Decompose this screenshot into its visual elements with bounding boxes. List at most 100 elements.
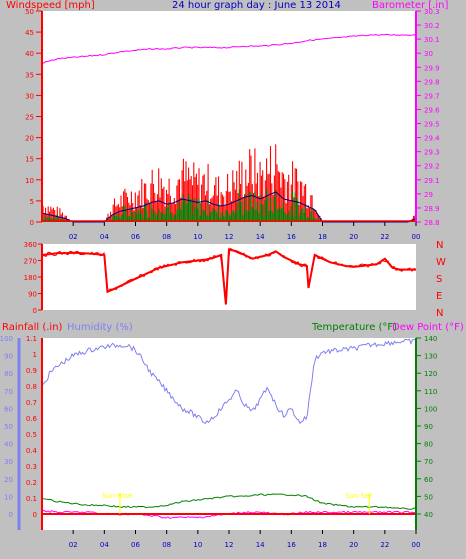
- baro-y-tick-label: 29.3: [424, 149, 440, 157]
- climate-axes: 010203040506070809010000.10.20.30.40.50.…: [0, 335, 437, 549]
- climate-series: [41, 338, 417, 520]
- wind-x-tick-label: 02: [69, 233, 78, 241]
- rain-y-tick-label: 0.3: [26, 463, 37, 471]
- humidity-y-tick-label: 40: [4, 441, 13, 449]
- humidity-y-tick-label: 0: [9, 511, 13, 519]
- temp-y-tick-label: 100: [424, 405, 437, 413]
- wind-x-tick-label: 20: [349, 233, 358, 241]
- wind-axes: 0 5 10 15 20 25 30 35 40 45 50 28.8 28.9 29 29.1 29.2 29…: [25, 8, 440, 241]
- compass-label: S: [436, 274, 442, 285]
- temp-y-tick-label: 140: [424, 335, 437, 343]
- baro-y-tick-label: 30.2: [424, 22, 440, 30]
- baro-y-tick-label: 30.3: [424, 8, 440, 16]
- climate-x-tick-label: 22: [380, 541, 389, 549]
- wind-plot-area: [42, 11, 416, 222]
- baro-y-tick-label: 29: [424, 191, 433, 199]
- humidity-y-tick-label: 20: [4, 476, 13, 484]
- humidity-y-tick-label: 50: [4, 423, 13, 431]
- rain-y-tick-label: 1.1: [26, 335, 37, 343]
- wind-y-tick-label: 5: [30, 198, 34, 206]
- climate-x-tick-label: 18: [318, 541, 327, 549]
- climate-x-tick-label: 02: [69, 541, 78, 549]
- compass-label: W: [436, 257, 446, 268]
- baro-y-tick-label: 29.7: [424, 92, 440, 100]
- wind-x-tick-label: 04: [100, 233, 109, 241]
- humidity-y-tick-label: 30: [4, 458, 13, 466]
- wind-x-tick-label: 14: [256, 233, 265, 241]
- wind-y-tick-label: 45: [25, 29, 34, 37]
- wind-direction-noise: [41, 247, 417, 302]
- baro-y-tick-label: 29.1: [424, 177, 440, 185]
- baro-y-tick-label: 28.8: [424, 219, 440, 227]
- temp-y-tick-label: 40: [424, 511, 433, 519]
- wind-x-tick-label: 12: [225, 233, 234, 241]
- rain-y-tick-label: 0.8: [26, 383, 37, 391]
- wind-y-tick-label: 20: [25, 135, 34, 143]
- humidity-y-tick-label: 100: [0, 335, 13, 343]
- temp-y-tick-label: 70: [424, 458, 433, 466]
- sunset-label: Sun Set: [345, 492, 372, 500]
- climate-x-tick-label: 06: [131, 541, 140, 549]
- barometer-axis-label: Barometer [.in]: [372, 0, 448, 11]
- wind-x-tick-label: 22: [380, 233, 389, 241]
- rain-y-tick-label: 0: [33, 511, 37, 519]
- climate-x-tick-label: 14: [256, 541, 265, 549]
- humidity-line: [41, 338, 416, 425]
- rain-y-tick-label: 1: [33, 351, 37, 359]
- direction-y-tick-label: 180: [24, 274, 37, 282]
- wind-y-tick-label: 40: [25, 50, 34, 58]
- compass-label: N: [436, 240, 443, 251]
- dewpoint-axis-label: Dew Point (°F): [392, 322, 464, 333]
- rain-y-tick-label: 0.1: [26, 495, 37, 503]
- wind-y-tick-label: 35: [25, 71, 34, 79]
- baro-y-tick-label: 29.5: [424, 121, 440, 129]
- baro-y-tick-label: 29.9: [424, 64, 440, 72]
- humidity-y-tick-label: 60: [4, 405, 13, 413]
- climate-x-tick-label: 04: [100, 541, 109, 549]
- direction-y-tick-label: 90: [28, 291, 37, 299]
- temp-y-tick-label: 60: [424, 476, 433, 484]
- humidity-y-tick-label: 80: [4, 370, 13, 378]
- wind-x-tick-label: 00: [412, 233, 421, 241]
- humidity-y-tick-label: 90: [4, 353, 13, 361]
- climate-x-tick-label: 00: [412, 541, 421, 549]
- temperature-line: [41, 493, 417, 510]
- wind-y-tick-label: 30: [25, 92, 34, 100]
- climate-plot-area: [42, 338, 416, 530]
- wind-y-tick-label: 10: [25, 177, 34, 185]
- sunrise-label: Sun Rise: [102, 492, 132, 500]
- compass-label: N: [436, 308, 443, 319]
- climate-x-tick-label: 10: [193, 541, 202, 549]
- temp-y-tick-label: 80: [424, 441, 433, 449]
- direction-y-tick-label: 270: [24, 258, 37, 266]
- baro-y-tick-label: 29.4: [424, 135, 440, 143]
- climate-x-tick-label: 20: [349, 541, 358, 549]
- wind-x-tick-label: 16: [287, 233, 296, 241]
- rain-y-tick-label: 0.6: [26, 415, 38, 423]
- direction-y-tick-label: 360: [24, 241, 37, 249]
- wind-y-tick-label: 15: [25, 156, 34, 164]
- rain-y-tick-label: 0.5: [26, 431, 37, 439]
- baro-y-tick-label: 29.6: [424, 106, 440, 114]
- chart-title: 24 hour graph day : June 13 2014: [172, 0, 341, 11]
- temp-y-tick-label: 130: [424, 353, 437, 361]
- humidity-y-tick-label: 70: [4, 388, 13, 396]
- barometer-line: [41, 33, 417, 64]
- rain-y-tick-label: 0.2: [26, 479, 37, 487]
- wind-x-tick-label: 18: [318, 233, 327, 241]
- climate-x-tick-label: 08: [162, 541, 171, 549]
- direction-y-tick-label: 0: [33, 307, 37, 315]
- climate-x-tick-label: 16: [287, 541, 296, 549]
- baro-y-tick-label: 29.8: [424, 78, 440, 86]
- baro-y-tick-label: 28.9: [424, 205, 440, 213]
- temp-y-tick-label: 90: [424, 423, 433, 431]
- wind-y-tick-label: 50: [25, 8, 34, 16]
- rain-y-tick-label: 0.7: [26, 399, 37, 407]
- humidity-y-tick-label: 10: [4, 493, 13, 501]
- wind-x-tick-label: 10: [193, 233, 202, 241]
- baro-y-tick-label: 30: [424, 50, 433, 58]
- wind-x-tick-label: 08: [162, 233, 171, 241]
- rain-y-tick-label: 0.4: [26, 447, 38, 455]
